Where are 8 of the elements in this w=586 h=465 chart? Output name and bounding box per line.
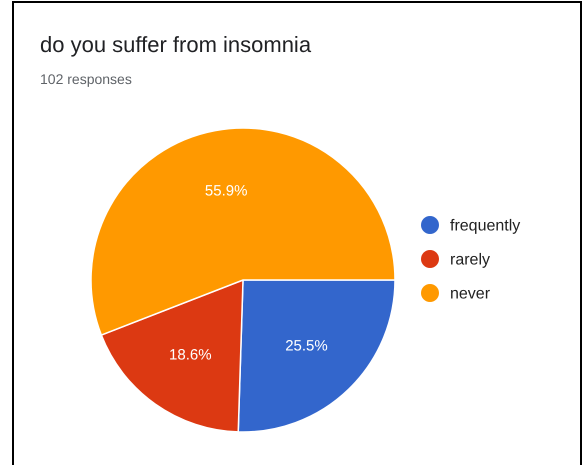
chart-subtitle: 102 responses xyxy=(40,71,132,87)
data-label: 25.5% xyxy=(285,338,328,355)
legend-label: never xyxy=(450,286,491,303)
legend-label: rarely xyxy=(450,252,490,269)
chart-title: do you suffer from insomnia xyxy=(40,32,312,57)
data-label: 18.6% xyxy=(169,346,212,364)
data-label: 55.9% xyxy=(204,182,248,200)
legend-label: frequently xyxy=(450,218,520,235)
